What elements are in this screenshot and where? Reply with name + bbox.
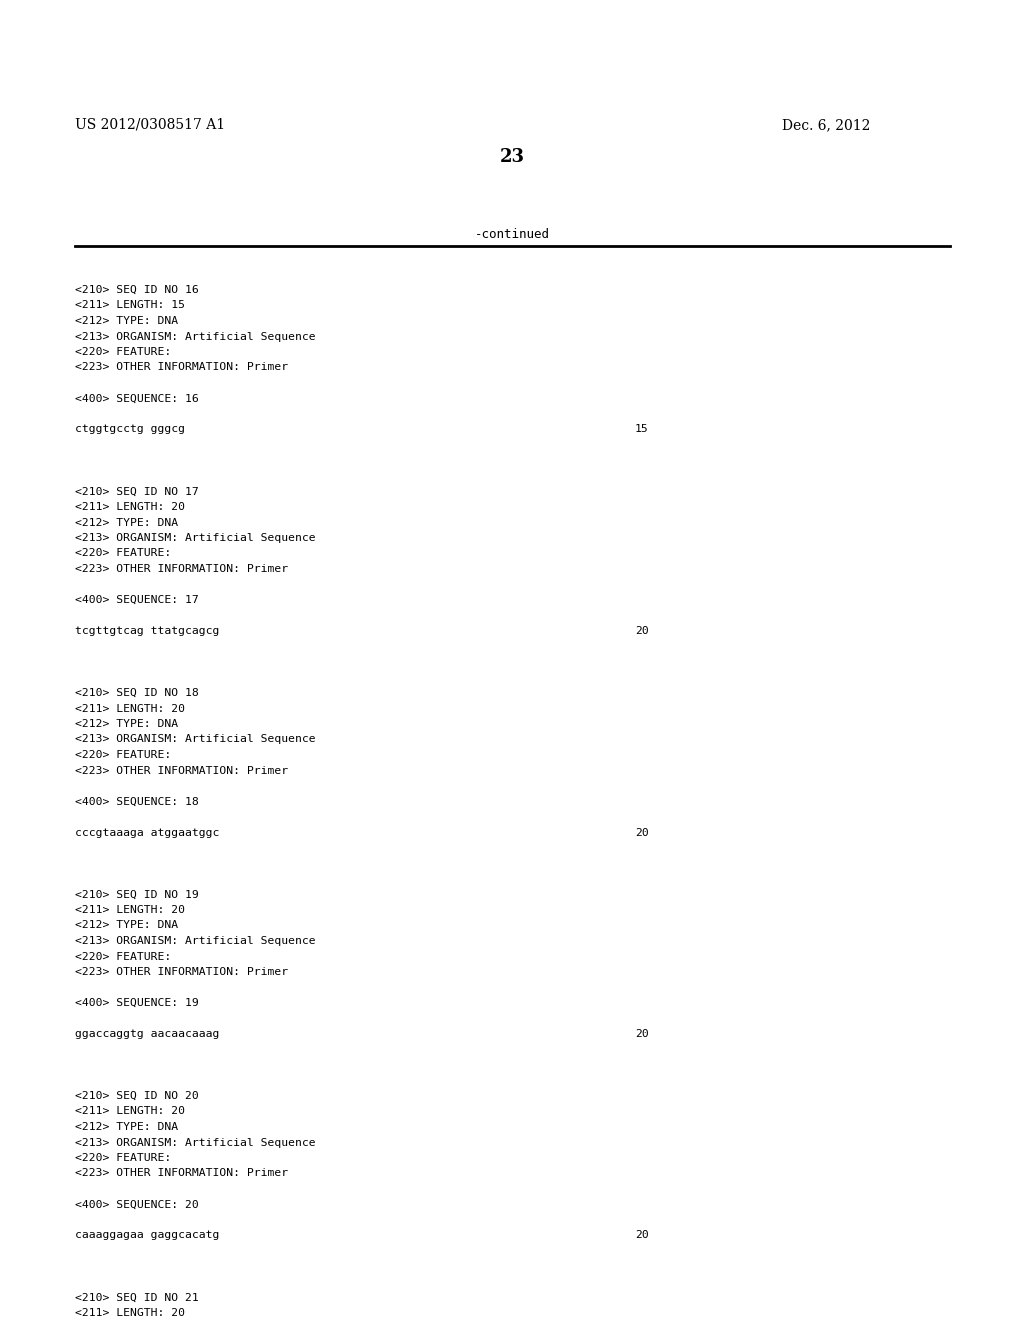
Text: 20: 20 [635, 828, 649, 837]
Text: -continued: -continued [474, 228, 550, 242]
Text: US 2012/0308517 A1: US 2012/0308517 A1 [75, 117, 225, 132]
Text: caaaggagaa gaggcacatg: caaaggagaa gaggcacatg [75, 1230, 219, 1241]
Text: 23: 23 [500, 148, 524, 166]
Text: <210> SEQ ID NO 17: <210> SEQ ID NO 17 [75, 487, 199, 496]
Text: ctggtgcctg gggcg: ctggtgcctg gggcg [75, 425, 185, 434]
Text: ggaccaggtg aacaacaaag: ggaccaggtg aacaacaaag [75, 1030, 219, 1039]
Text: Dec. 6, 2012: Dec. 6, 2012 [781, 117, 870, 132]
Text: <211> LENGTH: 15: <211> LENGTH: 15 [75, 301, 185, 310]
Text: tcgttgtcag ttatgcagcg: tcgttgtcag ttatgcagcg [75, 626, 219, 636]
Text: <223> OTHER INFORMATION: Primer: <223> OTHER INFORMATION: Primer [75, 968, 288, 977]
Text: <210> SEQ ID NO 18: <210> SEQ ID NO 18 [75, 688, 199, 698]
Text: 20: 20 [635, 1230, 649, 1241]
Text: <213> ORGANISM: Artificial Sequence: <213> ORGANISM: Artificial Sequence [75, 1138, 315, 1147]
Text: <211> LENGTH: 20: <211> LENGTH: 20 [75, 502, 185, 512]
Text: <212> TYPE: DNA: <212> TYPE: DNA [75, 719, 178, 729]
Text: <220> FEATURE:: <220> FEATURE: [75, 750, 171, 760]
Text: 20: 20 [635, 1030, 649, 1039]
Text: <223> OTHER INFORMATION: Primer: <223> OTHER INFORMATION: Primer [75, 766, 288, 776]
Text: <220> FEATURE:: <220> FEATURE: [75, 952, 171, 961]
Text: <211> LENGTH: 20: <211> LENGTH: 20 [75, 1106, 185, 1117]
Text: <212> TYPE: DNA: <212> TYPE: DNA [75, 315, 178, 326]
Text: <400> SEQUENCE: 18: <400> SEQUENCE: 18 [75, 796, 199, 807]
Text: <213> ORGANISM: Artificial Sequence: <213> ORGANISM: Artificial Sequence [75, 533, 315, 543]
Text: <220> FEATURE:: <220> FEATURE: [75, 549, 171, 558]
Text: <223> OTHER INFORMATION: Primer: <223> OTHER INFORMATION: Primer [75, 363, 288, 372]
Text: <400> SEQUENCE: 20: <400> SEQUENCE: 20 [75, 1200, 199, 1209]
Text: cccgtaaaga atggaatggc: cccgtaaaga atggaatggc [75, 828, 219, 837]
Text: <212> TYPE: DNA: <212> TYPE: DNA [75, 517, 178, 528]
Text: <212> TYPE: DNA: <212> TYPE: DNA [75, 1122, 178, 1133]
Text: <212> TYPE: DNA: <212> TYPE: DNA [75, 920, 178, 931]
Text: <210> SEQ ID NO 21: <210> SEQ ID NO 21 [75, 1292, 199, 1303]
Text: <220> FEATURE:: <220> FEATURE: [75, 347, 171, 356]
Text: <211> LENGTH: 20: <211> LENGTH: 20 [75, 906, 185, 915]
Text: <400> SEQUENCE: 16: <400> SEQUENCE: 16 [75, 393, 199, 404]
Text: <213> ORGANISM: Artificial Sequence: <213> ORGANISM: Artificial Sequence [75, 331, 315, 342]
Text: <213> ORGANISM: Artificial Sequence: <213> ORGANISM: Artificial Sequence [75, 734, 315, 744]
Text: <220> FEATURE:: <220> FEATURE: [75, 1152, 171, 1163]
Text: <210> SEQ ID NO 19: <210> SEQ ID NO 19 [75, 890, 199, 899]
Text: <223> OTHER INFORMATION: Primer: <223> OTHER INFORMATION: Primer [75, 1168, 288, 1179]
Text: <400> SEQUENCE: 17: <400> SEQUENCE: 17 [75, 595, 199, 605]
Text: 20: 20 [635, 626, 649, 636]
Text: <213> ORGANISM: Artificial Sequence: <213> ORGANISM: Artificial Sequence [75, 936, 315, 946]
Text: <223> OTHER INFORMATION: Primer: <223> OTHER INFORMATION: Primer [75, 564, 288, 574]
Text: 15: 15 [635, 425, 649, 434]
Text: <210> SEQ ID NO 16: <210> SEQ ID NO 16 [75, 285, 199, 294]
Text: <211> LENGTH: 20: <211> LENGTH: 20 [75, 704, 185, 714]
Text: <211> LENGTH: 20: <211> LENGTH: 20 [75, 1308, 185, 1317]
Text: <210> SEQ ID NO 20: <210> SEQ ID NO 20 [75, 1092, 199, 1101]
Text: <400> SEQUENCE: 19: <400> SEQUENCE: 19 [75, 998, 199, 1008]
